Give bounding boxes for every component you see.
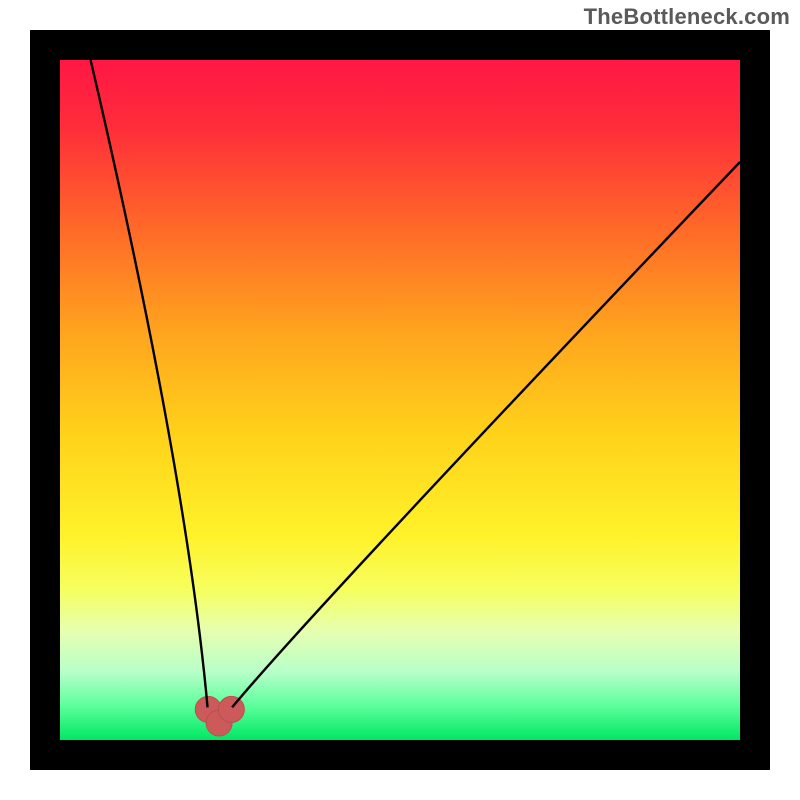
marker-dot bbox=[218, 696, 244, 722]
bottleneck-chart bbox=[0, 0, 800, 800]
watermark-text: TheBottleneck.com bbox=[584, 4, 790, 30]
